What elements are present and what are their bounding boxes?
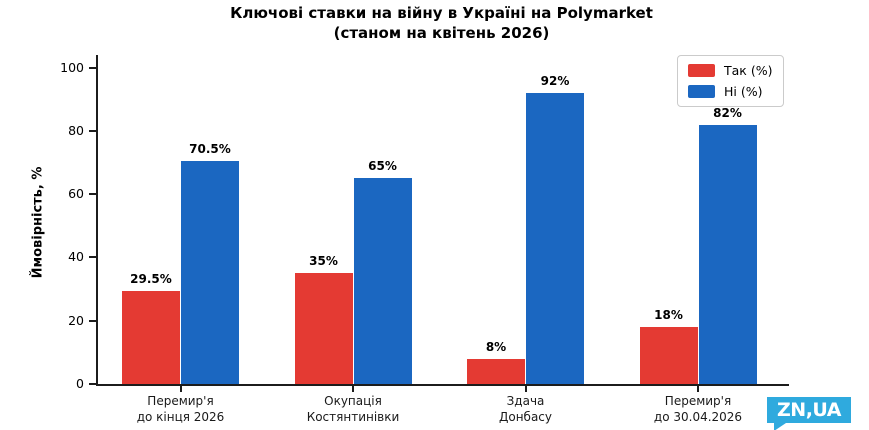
bar-value-label: 82% [713,106,742,120]
y-tick-mark [89,256,96,259]
bar-value-label: 18% [654,308,683,322]
chart-title-line1: Ключові ставки на війну в Україні на Pol… [230,4,653,22]
x-category-line: Перемир'я [147,394,214,408]
bar-no [526,93,584,384]
x-category-line: Донбасу [498,410,552,424]
legend-color-swatch [688,64,715,77]
bar-value-label: 92% [540,74,570,88]
bar-yes [294,273,353,384]
y-tick-label: 0 [76,376,84,391]
y-tick-label: 100 [60,59,84,75]
bar-no [698,125,757,384]
y-tick-mark [89,66,96,69]
znua-logo: ZN,UA [767,397,851,430]
bar-no [353,178,412,384]
legend-entry: Ні (%) [688,84,772,99]
x-tick-mark [179,386,182,392]
y-axis-label: Ймовірність, % [30,166,46,279]
legend-label: Так (%) [724,63,773,78]
bar-value-label: 70.5% [189,142,231,156]
y-tick-mark [89,129,96,132]
y-tick-label: 80 [68,122,84,138]
x-category-label: Перемир'я до 30.04.2026 [608,393,788,425]
x-category-line: Окупація [324,394,382,408]
y-tick-mark [89,319,96,322]
x-category-label: Перемир'я до кінця 2026 [91,393,271,425]
plot-area: 0 20 40 60 80 100 29.5% 35% 8% 18% 70.5% 65% 92% 82% П… [60,55,789,424]
x-tick-mark [352,386,354,392]
bar-value-label: 65% [368,159,397,173]
bar-value-label: 29.5% [130,272,172,286]
x-category-label: Здача Донбасу [436,393,616,425]
znua-logo-tail [774,423,786,430]
y-tick-label: 20 [68,312,84,328]
y-tick-label: 60 [68,186,84,202]
legend-label: Ні (%) [724,84,763,99]
x-category-line: до кінця 2026 [136,410,225,424]
bar-value-label: 8% [485,340,507,354]
x-tick-mark [524,386,527,392]
x-category-label: Окупація Костянтинівки [263,393,443,425]
chart-title: Ключові ставки на війну в Україні на Pol… [96,3,787,43]
x-category-line: Здача [506,394,545,408]
x-category-line: Костянтинівки [306,410,400,424]
x-category-line: до 30.04.2026 [653,410,743,424]
x-category-line: Перемир'я [664,394,732,408]
legend-color-swatch [688,85,715,98]
bar-yes [122,291,180,384]
bar-yes [639,327,698,384]
x-tick-mark [697,386,699,392]
znua-logo-text: ZN,UA [777,399,841,421]
y-tick-mark [89,193,96,196]
y-tick-mark [89,383,96,385]
bar-yes [467,359,525,384]
bar-value-label: 35% [309,254,338,268]
chart-title-line2: (станом на квітень 2026) [333,24,550,42]
bar-no [181,161,239,384]
legend: Так (%) Ні (%) [677,55,785,107]
legend-entry: Так (%) [688,63,772,78]
y-tick-label: 40 [68,249,84,265]
